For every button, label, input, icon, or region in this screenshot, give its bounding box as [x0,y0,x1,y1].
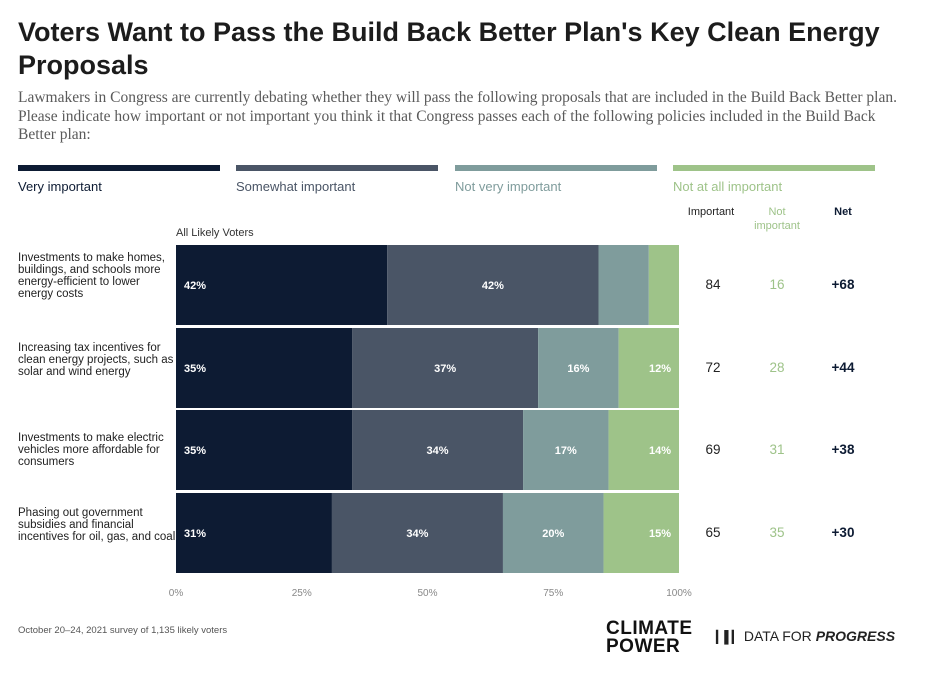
logo-text: PROGRESS [815,628,896,644]
bar-segment [176,328,353,408]
data-label: 16% [567,363,589,375]
legend-item-not-very-important: Not very important [455,165,657,194]
legend-item-very-important: Very important [18,165,220,194]
chart-subtitle: Lawmakers in Congress are currently deba… [18,89,897,143]
footnote: October 20–24, 2021 survey of 1,135 like… [18,625,228,636]
legend-item-not-at-all-important: Not at all important [673,165,875,194]
data-label: 35% [184,445,206,457]
bar-segment [598,245,649,325]
data-label: 37% [434,363,456,375]
important-value: 65 [705,525,721,540]
row-label: Investments to make homes, buildings, an… [18,252,166,300]
bar-segment [176,245,388,325]
important-value: 69 [705,442,721,457]
bar-segment [648,245,679,325]
data-label: 12% [649,363,671,375]
bar-segment [603,493,679,573]
data-label: 15% [649,528,671,540]
not-important-value: 31 [769,442,785,457]
row-label: Investments to make electric vehicles mo… [18,432,164,468]
data-label: 14% [649,445,671,457]
important-value: 84 [705,277,721,292]
x-tick-label: 0% [169,588,184,599]
bar-segment [331,493,503,573]
net-value: +30 [831,525,855,540]
legend-label: Very important [18,179,102,194]
legend-label: Somewhat important [236,179,356,194]
logo-text: DATA FOR [743,628,812,644]
net-value: +68 [831,277,855,292]
bar-segment [523,410,609,490]
data-label: 20% [542,528,564,540]
bar-segment [618,328,679,408]
not-important-value: 28 [769,360,785,375]
bar-segment [352,410,524,490]
data-label: 42% [184,280,206,292]
not-important-value: 35 [769,525,785,540]
climate-power-logo: CLIMATE POWER [606,618,693,657]
data-for-progress-logo: ▎▌▎ DATA FOR PROGRESS [716,628,895,644]
row-label: Increasing tax incentives for clean ener… [18,342,174,378]
logo-line: CLIMATE [606,618,693,639]
x-tick-label: 50% [417,588,437,599]
logo-line: POWER [606,636,681,657]
data-label: 35% [184,363,206,375]
net-value: +38 [831,442,855,457]
subgroup-label: All Likely Voters [176,227,254,239]
x-tick-label: 75% [543,588,563,599]
data-label: 31% [184,528,206,540]
column-header-net: Net [834,206,852,218]
column-header-not-important: Not important [754,206,800,232]
data-label: 34% [427,445,449,457]
column-header-important: Important [687,206,735,218]
bar-segment [538,328,619,408]
bar-segment [352,328,539,408]
legend-label: Not very important [455,179,562,194]
bar-segment [387,245,599,325]
legend-label: Not at all important [673,179,783,194]
data-label: 17% [555,445,577,457]
legend-item-somewhat-important: Somewhat important [236,165,438,194]
chart-title: Voters Want to Pass the Build Back Bette… [18,17,880,80]
row-label: Phasing out government subsidies and fin… [18,507,176,543]
bar-segment [502,493,604,573]
bar-segment [176,493,332,573]
x-tick-label: 100% [666,588,692,599]
not-important-value: 16 [769,277,785,292]
bar-segment [176,410,353,490]
x-tick-label: 25% [292,588,312,599]
net-value: +44 [831,360,855,375]
important-value: 72 [705,360,721,375]
data-label: 34% [406,528,428,540]
bar-chart-icon: ▎▌▎ [716,630,741,644]
data-label: 42% [482,280,504,292]
bar-segment [608,410,679,490]
